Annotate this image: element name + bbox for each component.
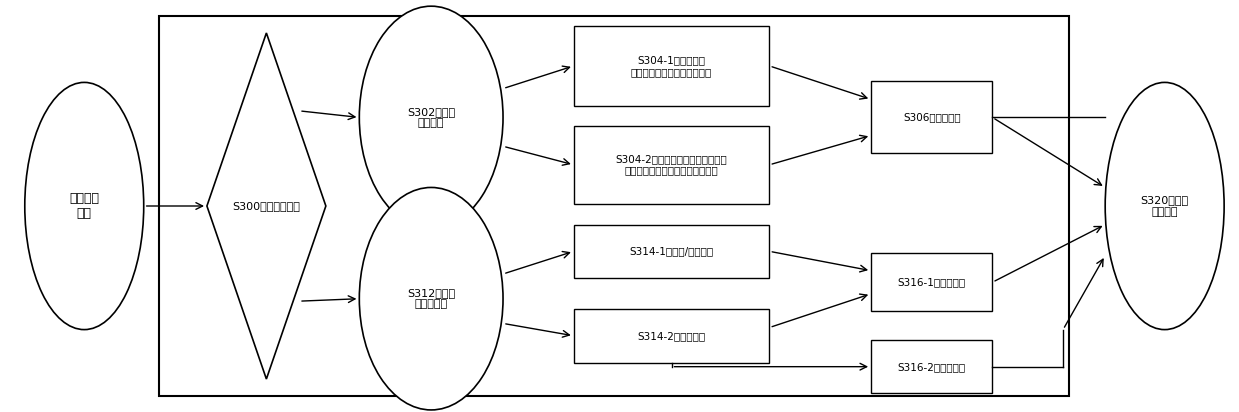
Polygon shape <box>207 33 326 379</box>
Bar <box>574 309 769 363</box>
Text: S300，音视频分离: S300，音视频分离 <box>233 201 300 211</box>
Bar <box>574 26 769 106</box>
Bar <box>574 126 769 204</box>
Text: S314-1，证件/文件识别: S314-1，证件/文件识别 <box>629 246 714 256</box>
Bar <box>871 340 992 393</box>
Bar <box>871 253 992 311</box>
Text: 目标录制
视频: 目标录制 视频 <box>69 192 99 220</box>
Ellipse shape <box>359 187 503 410</box>
Text: S304-2，内容提取（命名实体，如
姓名、结构名、产品名、地名等）: S304-2，内容提取（命名实体，如 姓名、结构名、产品名、地名等） <box>616 154 727 176</box>
Text: S304-1，内容识别
（各个环节的业务合规文本）: S304-1，内容识别 （各个环节的业务合规文本） <box>631 55 712 77</box>
Text: S314-2，人脸识别: S314-2，人脸识别 <box>638 331 705 341</box>
Bar <box>574 225 769 278</box>
Bar <box>159 16 1069 396</box>
Text: S316-2，同框识别: S316-2，同框识别 <box>898 362 965 372</box>
Ellipse shape <box>359 6 503 229</box>
Ellipse shape <box>1105 82 1224 330</box>
Bar <box>871 82 992 154</box>
Text: S316-1，身份校验: S316-1，身份校验 <box>898 277 965 287</box>
Text: S320，生成
质检报告: S320，生成 质检报告 <box>1141 195 1188 217</box>
Ellipse shape <box>25 82 144 330</box>
Text: S302，获取
对话文本: S302，获取 对话文本 <box>408 107 455 128</box>
Text: S312，提取
业务关键帧: S312，提取 业务关键帧 <box>408 288 455 309</box>
Text: S306，内容校验: S306，内容校验 <box>903 112 960 122</box>
